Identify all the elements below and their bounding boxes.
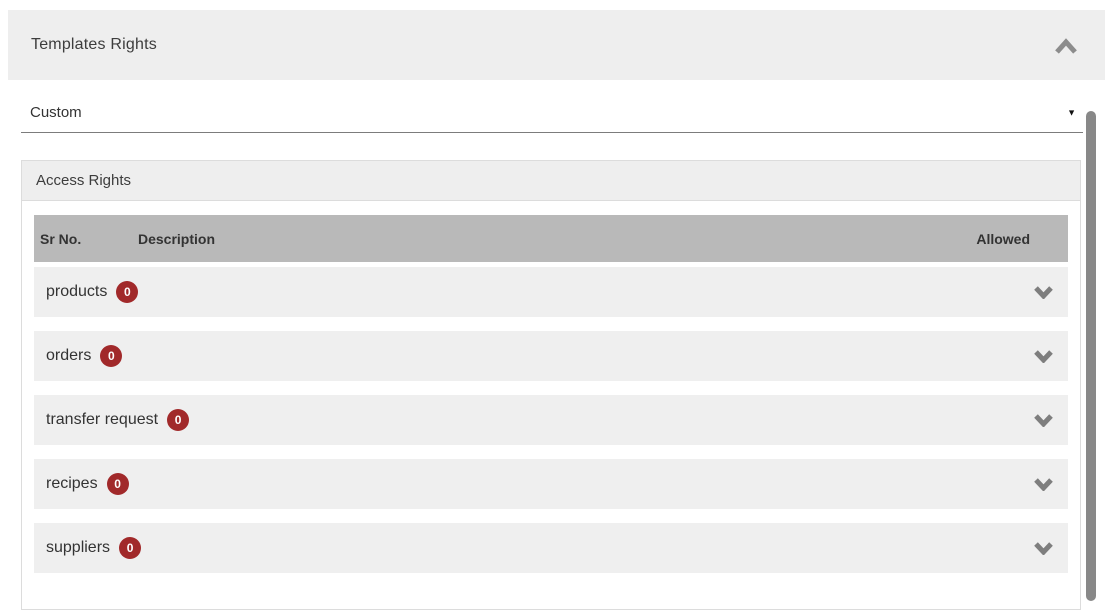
accordion-row-recipes[interactable]: recipes 0 (34, 459, 1068, 509)
chevron-down-icon[interactable] (1033, 349, 1054, 363)
count-badge: 0 (119, 537, 142, 559)
row-label: transfer request (46, 411, 159, 428)
access-rights-title: Access Rights (36, 172, 132, 189)
column-header-srno: Sr No. (40, 230, 82, 247)
count-badge: 0 (106, 473, 129, 495)
column-header-allowed: Allowed (976, 230, 1030, 247)
count-badge: 0 (116, 281, 139, 303)
chevron-down-icon[interactable] (1033, 541, 1054, 555)
chevron-down-icon[interactable] (1033, 285, 1054, 299)
access-rights-heading: Access Rights (22, 161, 1080, 201)
row-label: recipes (46, 475, 98, 492)
count-badge: 0 (167, 409, 190, 431)
chevron-down-icon[interactable] (1033, 413, 1054, 427)
template-select[interactable]: Custom ▼ (21, 93, 1083, 133)
access-rights-body: Sr No. Description Allowed products 0 or… (22, 201, 1080, 573)
access-rights-panel: Access Rights Sr No. Description Allowed… (21, 160, 1081, 610)
vertical-scrollbar-thumb[interactable] (1086, 111, 1096, 601)
select-caret-icon: ▼ (1067, 107, 1076, 117)
chevron-up-icon[interactable] (1054, 38, 1078, 55)
accordion-row-products[interactable]: products 0 (34, 267, 1068, 317)
column-header-description: Description (138, 230, 216, 247)
accordion-row-suppliers[interactable]: suppliers 0 (34, 523, 1068, 573)
templates-rights-header[interactable]: Templates Rights (8, 10, 1105, 80)
chevron-down-icon[interactable] (1033, 477, 1054, 491)
templates-rights-title: Templates Rights (31, 36, 157, 53)
row-label: suppliers (46, 539, 111, 556)
row-label: products (46, 283, 108, 300)
template-select-value: Custom (30, 104, 82, 121)
table-header-row: Sr No. Description Allowed (34, 215, 1068, 262)
accordion-row-transfer-request[interactable]: transfer request 0 (34, 395, 1068, 445)
count-badge: 0 (100, 345, 123, 367)
row-label: orders (46, 347, 92, 364)
accordion-row-orders[interactable]: orders 0 (34, 331, 1068, 381)
